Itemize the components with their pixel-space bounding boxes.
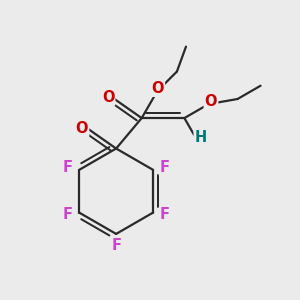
Text: F: F <box>111 238 121 253</box>
Text: O: O <box>102 90 114 105</box>
Text: F: F <box>160 207 170 222</box>
Text: O: O <box>152 81 164 96</box>
Text: H: H <box>195 130 207 145</box>
Text: O: O <box>205 94 217 109</box>
Text: F: F <box>62 207 72 222</box>
Text: F: F <box>160 160 170 175</box>
Text: F: F <box>62 160 72 175</box>
Text: O: O <box>76 121 88 136</box>
